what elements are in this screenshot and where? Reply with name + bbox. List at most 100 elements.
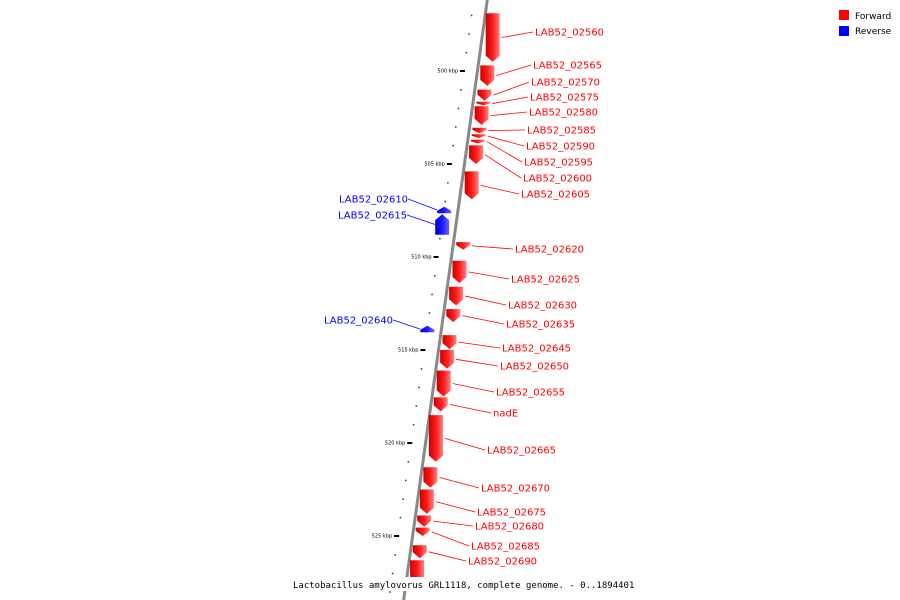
- gene-label-lab52_02600[interactable]: LAB52_02600: [523, 174, 592, 185]
- gene-label-lab52_02690[interactable]: LAB52_02690: [468, 557, 537, 568]
- minor-tick: [407, 461, 410, 463]
- gene-label-nade[interactable]: nadE: [493, 409, 518, 420]
- gene-arrow-lab52_02560[interactable]: [485, 13, 500, 62]
- gene-label-lab52_02670[interactable]: LAB52_02670: [481, 484, 550, 495]
- gene-leader-line: [452, 383, 495, 393]
- minor-tick: [468, 33, 470, 35]
- gene-arrow-lab52_02580[interactable]: [474, 106, 489, 125]
- gene-label-lab52_02595[interactable]: LAB52_02595: [524, 158, 593, 169]
- gene-arrow-unnamed[interactable]: [410, 560, 425, 583]
- gene-label-lab52_02605[interactable]: LAB52_02605: [521, 190, 590, 201]
- gene-label-lab52_02565[interactable]: LAB52_02565: [533, 61, 602, 72]
- gene-label-lab52_02590[interactable]: LAB52_02590: [526, 142, 595, 153]
- gene-label-lab52_02630[interactable]: LAB52_02630: [508, 301, 577, 312]
- gene-leader-line: [487, 135, 525, 147]
- scale-tick-label: 520 kbp: [385, 441, 405, 447]
- gene-arrow-lab52_02625[interactable]: [452, 260, 467, 283]
- gene-leader-line: [490, 111, 528, 117]
- gene-label-lab52_02575[interactable]: LAB52_02575: [530, 93, 599, 104]
- gene-arrow-lab52_02570[interactable]: [477, 89, 492, 101]
- gene-label-lab52_02570[interactable]: LAB52_02570: [531, 78, 600, 89]
- gene-arrow-lab52_02565[interactable]: [480, 65, 495, 86]
- gene-leader-line: [462, 315, 505, 325]
- gene-label-lab52_02585[interactable]: LAB52_02585: [527, 126, 596, 137]
- minor-tick: [402, 498, 404, 500]
- gene-label-lab52_02625[interactable]: LAB52_02625: [511, 275, 580, 286]
- scale-tick-label: 505 kbp: [424, 162, 444, 168]
- gene-leader-line: [484, 154, 522, 179]
- gene-label-lab52_02580[interactable]: LAB52_02580: [529, 108, 598, 119]
- gene-arrow-lab52_02650[interactable]: [440, 350, 455, 369]
- major-tick: [459, 70, 465, 72]
- gene-arrow-lab52_02645[interactable]: [442, 335, 457, 350]
- gene-label-lab52_02675[interactable]: LAB52_02675: [477, 508, 546, 519]
- gene-label-lab52_02640[interactable]: LAB52_02640: [324, 316, 393, 327]
- backbone-line: [402, 0, 489, 600]
- minor-tick: [447, 182, 449, 184]
- gene-leader-line: [501, 31, 534, 38]
- gene-arrow-lab52_02670[interactable]: [423, 467, 438, 488]
- gene-label-lab52_02560[interactable]: LAB52_02560: [535, 28, 604, 39]
- scale-ticks: 500 kbp 505 kbp 510 kbp 515 kbp 520 kbp 525 k…: [372, 14, 473, 593]
- minor-tick: [394, 554, 396, 556]
- gene-arrow-lab52_02630[interactable]: [449, 286, 464, 306]
- gene-arrow-lab52_02685[interactable]: [415, 527, 430, 536]
- gene-arrow-lab52_02640[interactable]: [420, 325, 435, 333]
- gene-labels: LAB52_02560 LAB52_02565 LAB52_02570 LAB52_0…: [324, 28, 604, 568]
- gene-arrow-lab52_02590[interactable]: [471, 134, 486, 138]
- gene-arrow-lab52_02615[interactable]: [435, 214, 450, 235]
- gene-arrow-lab52_02680[interactable]: [417, 515, 432, 527]
- gene-arrow-lab52_02675[interactable]: [419, 489, 434, 514]
- gene-leader-line: [449, 404, 492, 414]
- gene-arrow-lab52_02620[interactable]: [456, 242, 471, 250]
- gene-arrow-lab52_02575[interactable]: [476, 101, 491, 106]
- gene-label-lab52_02685[interactable]: LAB52_02685: [471, 542, 540, 553]
- gene-leader-line: [492, 96, 529, 104]
- legend-reverse-label: Reverse: [855, 27, 892, 37]
- gene-label-lab52_02665[interactable]: LAB52_02665: [487, 446, 556, 457]
- gene-label-lab52_02645[interactable]: LAB52_02645: [502, 344, 571, 355]
- major-tick: [420, 349, 426, 351]
- gene-arrow-lab52_02635[interactable]: [446, 309, 461, 323]
- gene-arrow-lab52_02665[interactable]: [428, 415, 443, 462]
- gene-leader-line: [406, 214, 436, 225]
- gene-label-lab52_02680[interactable]: LAB52_02680: [475, 522, 544, 533]
- gene-arrow-lab52_02610[interactable]: [437, 206, 452, 214]
- gene-label-lab52_02635[interactable]: LAB52_02635: [506, 320, 575, 331]
- gene-label-lab52_02620[interactable]: LAB52_02620: [515, 245, 584, 256]
- gene-arrow-lab52_02655[interactable]: [436, 370, 451, 397]
- gene-label-lab52_02650[interactable]: LAB52_02650: [500, 362, 569, 373]
- gene-leader-line: [458, 341, 501, 349]
- gene-arrow-lab52_02585[interactable]: [472, 127, 487, 134]
- gene-arrow-lab52_02595[interactable]: [470, 139, 485, 144]
- gene-leader-line: [435, 501, 476, 513]
- gene-arrow-lab52_02605[interactable]: [464, 171, 479, 200]
- gene-leader-line: [480, 184, 520, 195]
- minor-tick: [420, 368, 423, 370]
- gene-arrow-nade[interactable]: [433, 397, 448, 412]
- gene-arrow-lab52_02600[interactable]: [469, 145, 484, 164]
- minor-tick: [428, 312, 431, 314]
- gene-leader-line: [486, 141, 523, 163]
- minor-tick: [391, 572, 394, 575]
- gene-leader-line: [496, 64, 532, 77]
- gene-label-lab52_02655[interactable]: LAB52_02655: [496, 388, 565, 399]
- major-tick: [446, 163, 452, 165]
- legend: Forward Reverse: [839, 10, 892, 37]
- legend-forward-swatch: [839, 10, 849, 20]
- minor-tick: [389, 591, 391, 593]
- gene-leader-line: [468, 271, 510, 280]
- scale-tick-label: 510 kbp: [411, 255, 431, 261]
- gene-leader-line: [439, 477, 480, 489]
- gene-label-lab52_02610[interactable]: LAB52_02610: [339, 195, 408, 206]
- minor-tick: [399, 516, 402, 519]
- gene-features: [410, 13, 500, 583]
- gene-leader-line: [464, 295, 507, 306]
- gene-arrow-lab52_02690[interactable]: [412, 545, 427, 559]
- minor-tick: [455, 126, 457, 128]
- major-tick: [407, 442, 413, 444]
- gene-label-lab52_02615[interactable]: LAB52_02615: [338, 211, 407, 222]
- minor-tick: [439, 237, 441, 240]
